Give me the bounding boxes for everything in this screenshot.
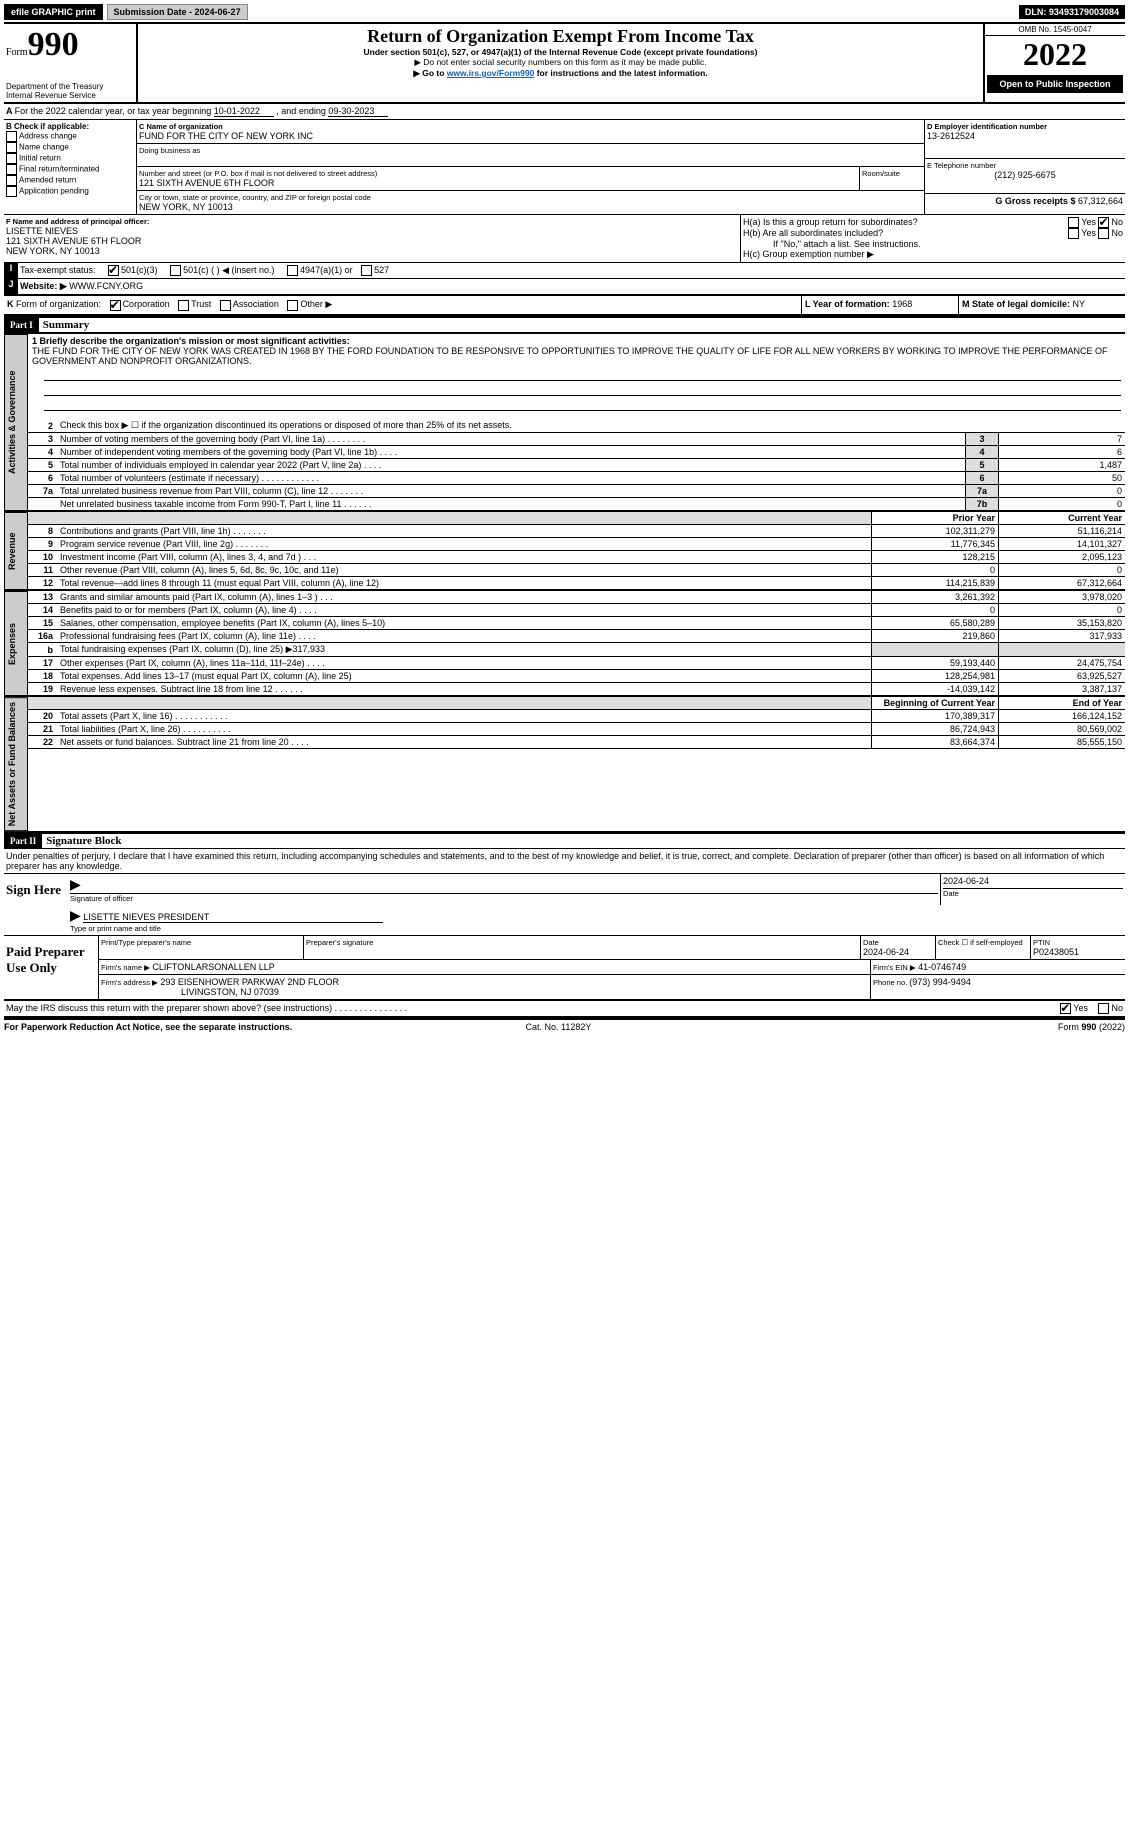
discuss-question: May the IRS discuss this return with the… [6, 1003, 1060, 1014]
col-prior: Prior Year [872, 512, 999, 525]
ptin: P02438051 [1033, 947, 1123, 957]
website: WWW.FCNY.ORG [69, 281, 143, 291]
city-label: City or town, state or province, country… [139, 193, 922, 202]
j-marker: J [4, 279, 18, 294]
line-a: A For the 2022 calendar year, or tax yea… [4, 104, 1125, 120]
sig-officer-label: Signature of officer [70, 894, 938, 903]
f-label: F Name and address of principal officer: [6, 217, 738, 226]
omb-number: OMB No. 1545-0047 [985, 24, 1125, 36]
form-header: Form990 Department of the Treasury Inter… [4, 22, 1125, 104]
officer-addr1: 121 SIXTH AVENUE 6TH FLOOR [6, 236, 738, 246]
efile-label: efile GRAPHIC print [4, 4, 103, 20]
telephone: (212) 925-6675 [927, 170, 1123, 180]
part2-header: Part II Signature Block [4, 832, 1125, 849]
part1-header: Part I Summary [4, 316, 1125, 333]
perjury-declaration: Under penalties of perjury, I declare th… [4, 849, 1125, 874]
dln: DLN: 93493179003084 [1019, 5, 1125, 19]
tab-netassets: Net Assets or Fund Balances [4, 697, 28, 831]
line2: Check this box ▶ ☐ if the organization d… [57, 419, 1125, 433]
submission-date: Submission Date - 2024-06-27 [107, 4, 248, 20]
city-state-zip: NEW YORK, NY 10013 [139, 202, 922, 212]
d-label: D Employer identification number [927, 122, 1123, 131]
officer-name: LISETTE NIEVES [6, 226, 738, 236]
tab-expenses: Expenses [4, 591, 28, 696]
street-address: 121 SIXTH AVENUE 6TH FLOOR [139, 178, 857, 188]
org-name: FUND FOR THE CITY OF NEW YORK INC [139, 131, 922, 141]
gross-receipts: 67,312,664 [1078, 196, 1123, 206]
paid-preparer-label: Paid Preparer Use Only [4, 936, 98, 999]
date-label: Date [943, 889, 1123, 898]
firm-ein: 41-0746749 [918, 962, 966, 972]
dba-label: Doing business as [139, 146, 922, 155]
firm-name: CLIFTONLARSONALLEN LLP [152, 962, 274, 972]
hc-label: H(c) Group exemption number ▶ [743, 249, 1123, 260]
j-label: Website: ▶ [20, 281, 67, 291]
col-begin: Beginning of Current Year [872, 697, 999, 710]
hb-note: If "No," attach a list. See instructions… [773, 239, 1123, 249]
firm-addr2: LIVINGSTON, NJ 07039 [181, 987, 868, 997]
phone-label: Phone no. [873, 978, 909, 987]
addr-label: Number and street (or P.O. box if mail i… [139, 169, 857, 178]
g-label: G Gross receipts $ [995, 196, 1078, 206]
k-form-org: K Form of organization: Corporation Trus… [4, 296, 801, 313]
mission-text: THE FUND FOR THE CITY OF NEW YORK WAS CR… [32, 346, 1121, 366]
prep-sig-label: Preparer's signature [306, 938, 858, 947]
cat-no: Cat. No. 11282Y [526, 1022, 592, 1032]
prep-name-label: Print/Type preparer's name [101, 938, 301, 947]
subtitle-2: ▶ Do not enter social security numbers o… [142, 57, 979, 68]
subtitle-3: ▶ Go to www.irs.gov/Form990 for instruct… [142, 68, 979, 79]
ptin-label: PTIN [1033, 938, 1123, 947]
col-current: Current Year [999, 512, 1126, 525]
ha-label: H(a) Is this a group return for subordin… [743, 217, 1068, 228]
tab-governance: Activities & Governance [4, 334, 28, 511]
i-marker: I [4, 263, 18, 278]
firm-phone: (973) 994-9494 [909, 977, 971, 987]
officer-typed-name: LISETTE NIEVES PRESIDENT [83, 912, 383, 923]
dept-irs: Internal Revenue Service [6, 91, 134, 100]
line1-label: 1 Briefly describe the organization's mi… [32, 336, 1121, 346]
ein: 13-2612524 [927, 131, 1123, 141]
paperwork-notice: For Paperwork Reduction Act Notice, see … [4, 1022, 292, 1032]
firm-addr1: 293 EISENHOWER PARKWAY 2ND FLOOR [160, 977, 339, 987]
firm-addr-label: Firm's address ▶ [101, 978, 158, 987]
block-b: B Check if applicable: Address change Na… [4, 120, 137, 214]
form-title: Return of Organization Exempt From Incom… [142, 26, 979, 47]
irs-link[interactable]: www.irs.gov/Form990 [447, 68, 535, 78]
hb-label: H(b) Are all subordinates included? [743, 228, 1068, 239]
prep-date: 2024-06-24 [863, 947, 933, 957]
firm-name-label: Firm's name ▶ [101, 963, 150, 972]
tab-revenue: Revenue [4, 512, 28, 590]
dept-treasury: Department of the Treasury [6, 82, 134, 91]
e-label: E Telephone number [927, 161, 1123, 170]
open-to-public: Open to Public Inspection [987, 75, 1123, 93]
tax-exempt-status: Tax-exempt status: 501(c)(3) 501(c) ( ) … [18, 263, 1125, 278]
officer-addr2: NEW YORK, NY 10013 [6, 246, 738, 256]
sign-here-label: Sign Here [4, 874, 68, 935]
subtitle-1: Under section 501(c), 527, or 4947(a)(1)… [142, 47, 979, 57]
firm-ein-label: Firm's EIN ▶ [873, 963, 916, 972]
page-footer: For Paperwork Reduction Act Notice, see … [4, 1018, 1125, 1032]
c-label: C Name of organization [139, 122, 922, 131]
room-label: Room/suite [862, 169, 922, 178]
form-number: Form990 [6, 26, 134, 64]
type-name-label: Type or print name and title [70, 924, 1123, 933]
m-state: M State of legal domicile: NY [958, 296, 1125, 313]
prep-date-label: Date [863, 938, 933, 947]
tax-year: 2022 [985, 36, 1125, 73]
l-year: L Year of formation: 1968 [801, 296, 958, 313]
col-end: End of Year [999, 697, 1126, 710]
check-self: Check ☐ if self-employed [936, 936, 1031, 959]
form-ref: Form 990 (2022) [1058, 1022, 1125, 1032]
efile-topbar: efile GRAPHIC print Submission Date - 20… [4, 4, 1125, 20]
sig-date: 2024-06-24 [943, 876, 1123, 889]
